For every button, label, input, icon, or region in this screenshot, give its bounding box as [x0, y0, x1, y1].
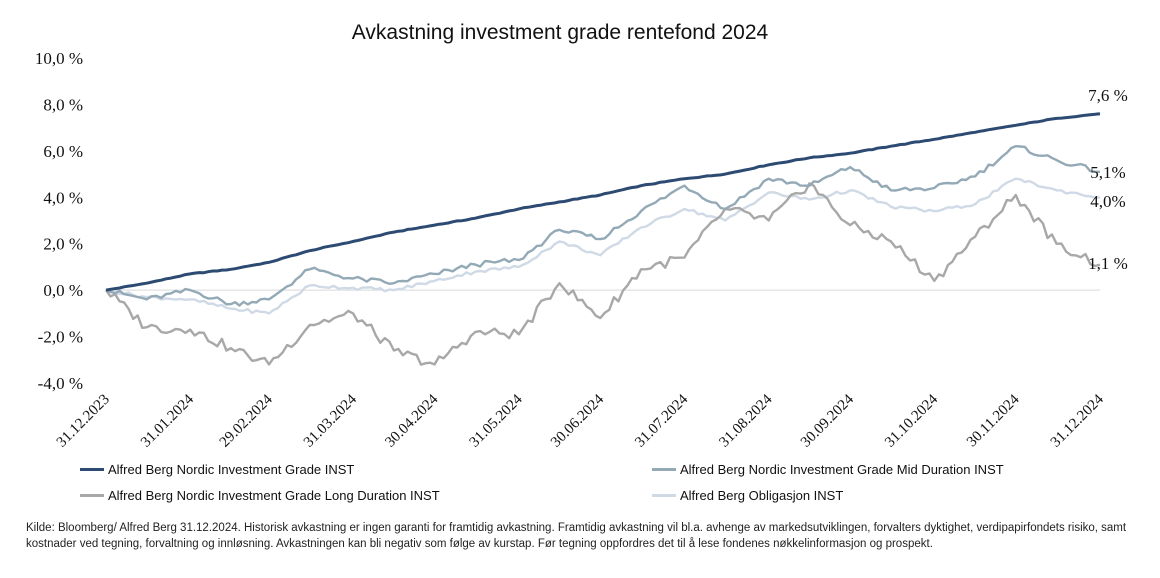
legend-item-obligasjon: Alfred Berg Obligasjon INST	[652, 488, 843, 503]
series-line-0	[105, 112, 1101, 292]
series-lines	[105, 112, 1101, 366]
x-tick-label: 31.05.2024	[467, 391, 526, 450]
x-tick-label: 30.11.2024	[964, 391, 1023, 450]
x-tick-label: 31.08.2024	[716, 391, 775, 450]
end-value-label: 4,0%	[1090, 192, 1125, 211]
x-tick-label: 31.07.2024	[632, 391, 691, 450]
legend-swatch	[80, 494, 104, 497]
series-line-1	[105, 145, 1100, 307]
x-tick-label: 31.03.2024	[301, 391, 360, 450]
legend-item-long-duration: Alfred Berg Nordic Investment Grade Long…	[80, 488, 440, 503]
x-axis-ticks: 31.12.2023 31.01.2024 29.02.2024 31.03.2024…	[54, 391, 1107, 450]
y-tick-label: -4,0 %	[38, 374, 83, 393]
end-value-label: 5,1%	[1090, 163, 1125, 182]
x-tick-label: 31.12.2023	[54, 392, 113, 451]
legend-item-nordic-ig: Alfred Berg Nordic Investment Grade INST	[80, 462, 354, 477]
end-labels: 7,6 % 5,1% 1,1 % 4,0%	[1088, 86, 1128, 273]
x-tick-label: 30.06.2024	[548, 391, 607, 450]
series-line-2	[105, 182, 1101, 366]
y-tick-label: 6,0 %	[43, 142, 83, 161]
x-tick-label: 31.10.2024	[882, 391, 941, 450]
x-tick-label: 31.12.2024	[1048, 391, 1107, 450]
y-tick-label: 2,0 %	[43, 235, 83, 254]
legend-label: Alfred Berg Nordic Investment Grade Long…	[108, 488, 440, 503]
x-tick-label: 29.02.2024	[217, 391, 276, 450]
x-tick-label: 30.09.2024	[798, 391, 857, 450]
y-tick-label: 0,0 %	[43, 281, 83, 300]
legend-label: Alfred Berg Nordic Investment Grade Mid …	[680, 462, 1004, 477]
end-value-label: 7,6 %	[1088, 86, 1128, 105]
legend-item-mid-duration: Alfred Berg Nordic Investment Grade Mid …	[652, 462, 1004, 477]
y-tick-label: 8,0 %	[43, 95, 83, 114]
legend-swatch	[652, 494, 676, 497]
chart-title: Avkastning investment grade rentefond 20…	[352, 21, 769, 44]
series-line-3	[105, 177, 1101, 315]
line-chart: Avkastning investment grade rentefond 20…	[35, 21, 1128, 451]
y-axis-ticks: 10,0 % 8,0 % 6,0 % 4,0 % 2,0 % 0,0 % -2,0 % -4,…	[35, 49, 83, 393]
y-tick-label: 4,0 %	[43, 188, 83, 207]
end-value-label: 1,1 %	[1088, 254, 1128, 273]
x-tick-label: 30.04.2024	[382, 391, 441, 450]
legend-label: Alfred Berg Nordic Investment Grade INST	[108, 462, 355, 477]
x-tick-label: 31.01.2024	[138, 391, 197, 450]
legend-label: Alfred Berg Obligasjon INST	[680, 488, 844, 503]
source-footnote: Kilde: Bloomberg/ Alfred Berg 31.12.2024…	[26, 522, 1127, 550]
y-tick-label: 10,0 %	[35, 49, 83, 68]
legend-swatch	[652, 468, 676, 471]
y-tick-label: -2,0 %	[38, 328, 83, 347]
legend-swatch	[80, 468, 104, 471]
